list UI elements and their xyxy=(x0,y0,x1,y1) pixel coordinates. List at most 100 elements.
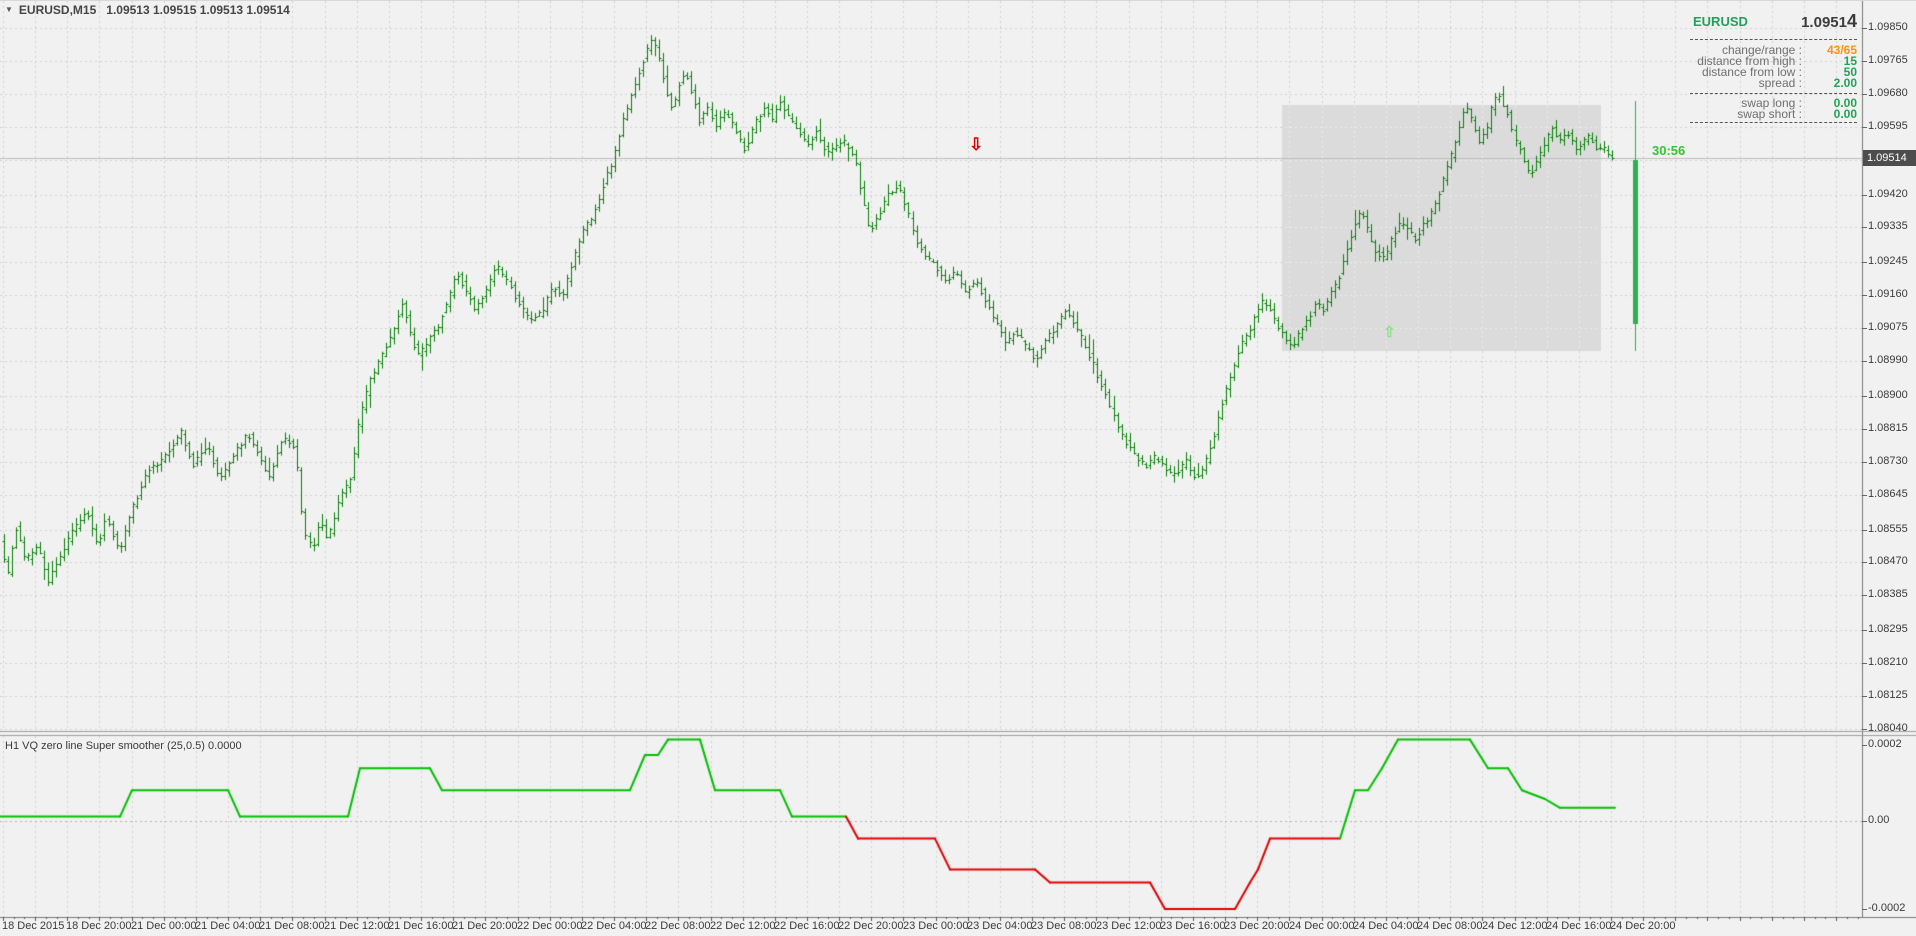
price-axis-tick xyxy=(1862,630,1867,631)
time-axis-label: 21 Dec 12:00 xyxy=(324,920,390,932)
price-axis-label: 1.08900 xyxy=(1868,389,1908,401)
info-row: distance from low : 50 xyxy=(1540,65,1857,79)
info-price-value: 1.09514 xyxy=(1801,11,1857,31)
time-axis-label: 22 Dec 04:00 xyxy=(581,920,647,932)
price-axis-label: 1.09075 xyxy=(1868,321,1908,333)
current-price-badge: 1.09514 xyxy=(1863,150,1916,166)
price-axis-tick xyxy=(1862,127,1867,128)
price-axis-label: 1.08210 xyxy=(1868,656,1908,668)
time-axis-label: 22 Dec 00:00 xyxy=(517,920,583,932)
time-axis-label: 24 Dec 20:00 xyxy=(1610,920,1676,932)
info-row-label: swap short : xyxy=(1737,107,1802,121)
indicator-axis-label: 0.0002 xyxy=(1868,738,1902,750)
indicator-axis-tick xyxy=(1862,909,1867,910)
price-axis-label: 1.08040 xyxy=(1868,722,1908,734)
info-row-value: 0.00 xyxy=(1833,107,1857,121)
price-axis-label: 1.08125 xyxy=(1868,689,1908,701)
chart-symbol-period: EURUSD,M15 xyxy=(18,3,97,17)
time-axis-label: 22 Dec 20:00 xyxy=(838,920,904,932)
price-axis-tick xyxy=(1862,94,1867,95)
price-axis-tick xyxy=(1862,429,1867,430)
time-axis-label: 22 Dec 16:00 xyxy=(774,920,840,932)
time-axis-label: 22 Dec 12:00 xyxy=(710,920,776,932)
price-axis-tick xyxy=(1862,361,1867,362)
price-axis-tick xyxy=(1862,61,1867,62)
time-axis-label: 23 Dec 04:00 xyxy=(967,920,1033,932)
price-axis-label: 1.09245 xyxy=(1868,255,1908,267)
info-row-label: spread : xyxy=(1758,76,1802,90)
time-axis-label: 23 Dec 16:00 xyxy=(1160,920,1226,932)
price-axis-tick xyxy=(1862,595,1867,596)
time-axis-label: 21 Dec 00:00 xyxy=(131,920,197,932)
time-axis-label: 23 Dec 00:00 xyxy=(903,920,969,932)
price-axis-tick xyxy=(1862,28,1867,29)
info-row: swap short : 0.00 xyxy=(1540,107,1857,121)
price-axis-label: 1.08815 xyxy=(1868,422,1908,434)
sell-signal-arrow-icon: ⇩ xyxy=(969,135,984,154)
chart-menu-icon[interactable]: ▼ xyxy=(5,5,13,14)
price-axis-label: 1.09595 xyxy=(1868,120,1908,132)
price-axis-label: 1.09680 xyxy=(1868,87,1908,99)
price-axis-label: 1.08295 xyxy=(1868,623,1908,635)
price-axis-tick xyxy=(1862,262,1867,263)
time-axis-label: 23 Dec 12:00 xyxy=(1096,920,1162,932)
info-row: swap long : 0.00 xyxy=(1540,96,1857,110)
price-axis-label: 1.09420 xyxy=(1868,188,1908,200)
indicator-name-label: H1 VQ zero line Super smoother (25,0.5) … xyxy=(5,740,242,752)
info-row-value: 50 xyxy=(1843,65,1857,79)
info-row-value: 15 xyxy=(1843,54,1857,68)
indicator-axis-tick xyxy=(1862,745,1867,746)
candle-countdown-timer: 30:56 xyxy=(1652,143,1686,158)
info-row-value: 2.00 xyxy=(1833,76,1857,90)
price-axis-tick xyxy=(1862,227,1867,228)
info-separator xyxy=(1690,122,1857,123)
info-row: spread : 2.00 xyxy=(1540,76,1857,90)
price-axis-tick xyxy=(1862,696,1867,697)
price-axis-tick xyxy=(1862,663,1867,664)
time-axis-label: 24 Dec 16:00 xyxy=(1546,920,1612,932)
info-separator xyxy=(1690,39,1857,40)
info-separator xyxy=(1690,93,1857,94)
price-axis-tick xyxy=(1862,295,1867,296)
time-axis-label: 23 Dec 20:00 xyxy=(1224,920,1290,932)
price-axis-label: 1.08470 xyxy=(1868,555,1908,567)
price-axis-tick xyxy=(1862,328,1867,329)
price-axis-label: 1.09160 xyxy=(1868,288,1908,300)
time-axis-label: 21 Dec 04:00 xyxy=(195,920,261,932)
indicator-axis-label: 0.00 xyxy=(1868,814,1890,826)
info-row-label: distance from high : xyxy=(1697,54,1802,68)
time-axis-label: 22 Dec 08:00 xyxy=(645,920,711,932)
time-axis-label: 23 Dec 08:00 xyxy=(1031,920,1097,932)
price-axis-tick xyxy=(1862,396,1867,397)
indicator-axis-tick xyxy=(1862,821,1867,822)
info-row: distance from high : 15 xyxy=(1540,54,1857,68)
price-axis-label: 1.08385 xyxy=(1868,588,1908,600)
info-row-label: swap long : xyxy=(1741,96,1802,110)
price-axis-label: 1.08730 xyxy=(1868,455,1908,467)
price-axis-label: 1.08645 xyxy=(1868,488,1908,500)
price-axis-label: 1.08555 xyxy=(1868,523,1908,535)
info-row-label: change/range : xyxy=(1721,43,1802,57)
time-axis-label: 21 Dec 08:00 xyxy=(259,920,325,932)
time-axis-label: 24 Dec 08:00 xyxy=(1417,920,1483,932)
price-axis-tick xyxy=(1862,562,1867,563)
price-axis-tick xyxy=(1862,462,1867,463)
price-axis-tick xyxy=(1862,729,1867,730)
price-axis-label: 1.09850 xyxy=(1868,21,1908,33)
time-axis-label: 18 Dec 20:00 xyxy=(66,920,132,932)
info-row-value: 43/65 xyxy=(1826,43,1857,57)
buy-signal-arrow-icon: ⇧ xyxy=(1383,324,1396,341)
price-axis-label: 1.08990 xyxy=(1868,354,1908,366)
price-axis-label: 1.09335 xyxy=(1868,220,1908,232)
chart-title: ▼ EURUSD,M15 1.09513 1.09515 1.09513 1.095… xyxy=(5,3,290,17)
time-axis-label: 18 Dec 2015 xyxy=(2,920,65,932)
indicator-axis-label: -0.0002 xyxy=(1868,902,1906,914)
time-axis-label: 21 Dec 16:00 xyxy=(388,920,454,932)
time-axis-label: 24 Dec 12:00 xyxy=(1482,920,1548,932)
info-row-label: distance from low : xyxy=(1701,65,1802,79)
info-row: change/range : 43/65 xyxy=(1540,43,1857,57)
price-axis-tick xyxy=(1862,195,1867,196)
time-axis-label: 24 Dec 00:00 xyxy=(1289,920,1355,932)
